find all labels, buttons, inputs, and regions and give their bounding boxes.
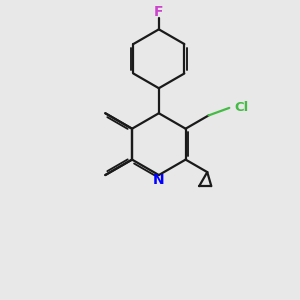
Text: N: N [152, 173, 164, 188]
Text: Cl: Cl [234, 101, 248, 114]
Text: F: F [154, 5, 164, 19]
